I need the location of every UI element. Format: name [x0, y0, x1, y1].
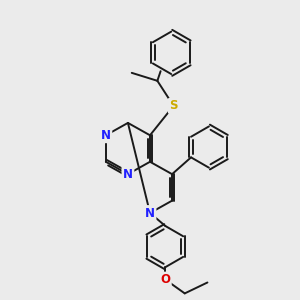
Text: S: S: [169, 99, 178, 112]
Text: N: N: [123, 168, 133, 181]
Text: N: N: [145, 206, 155, 220]
Text: N: N: [101, 129, 111, 142]
Text: O: O: [160, 273, 170, 286]
